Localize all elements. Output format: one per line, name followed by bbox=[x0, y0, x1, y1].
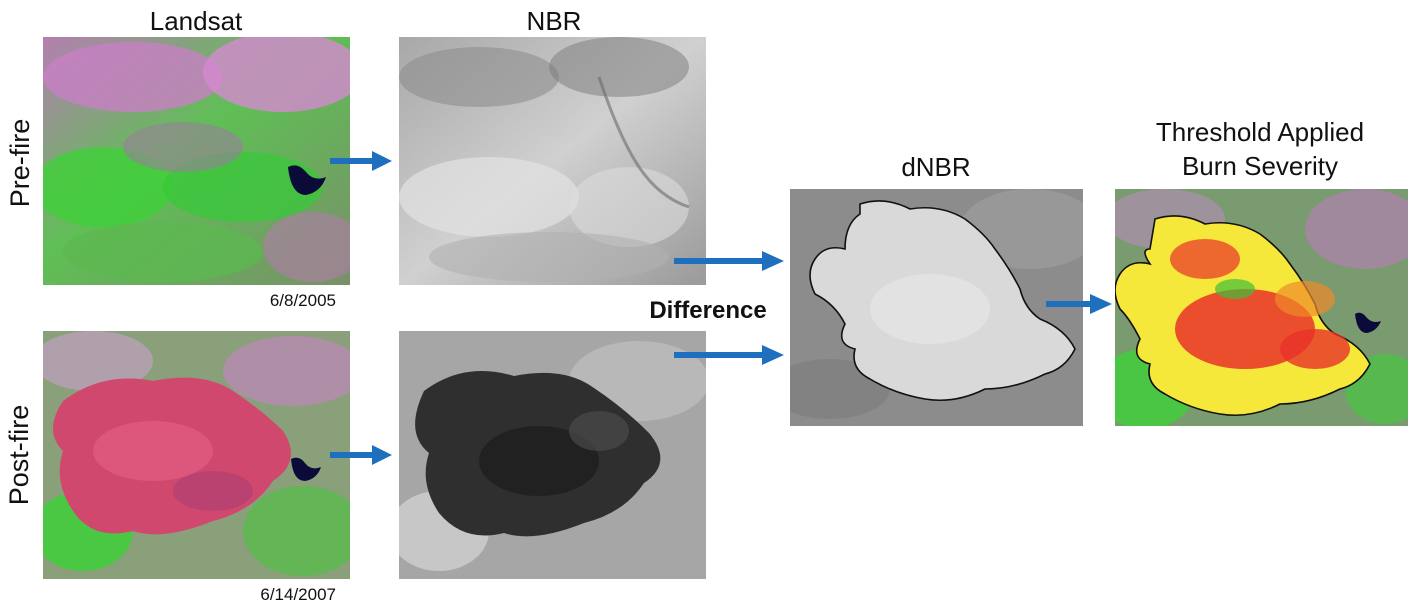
pre-fire-landsat-image bbox=[43, 37, 350, 285]
nbr-column-title: NBR bbox=[526, 6, 582, 36]
dnbr-image bbox=[790, 189, 1083, 426]
dnbr-column-title: dNBR bbox=[901, 152, 971, 182]
pre-fire-nbr-image bbox=[399, 37, 706, 285]
post-fire-row-label: Post-fire bbox=[4, 404, 34, 506]
difference-label: Difference bbox=[649, 297, 767, 324]
arrow-pre-landsat-to-nbr bbox=[330, 151, 392, 171]
pre-fire-row-label: Pre-fire bbox=[5, 118, 35, 208]
post-fire-date: 6/14/2007 bbox=[260, 585, 336, 604]
threshold-title-line2: Burn Severity bbox=[1181, 151, 1339, 181]
post-fire-nbr-image bbox=[399, 331, 706, 579]
arrow-pre-nbr-to-dnbr bbox=[674, 251, 784, 271]
burn-severity-image bbox=[1115, 189, 1408, 426]
arrow-post-landsat-to-nbr bbox=[330, 445, 392, 465]
arrow-post-nbr-to-dnbr bbox=[674, 345, 784, 365]
arrow-dnbr-to-burn-severity bbox=[1046, 294, 1112, 314]
pre-fire-date: 6/8/2005 bbox=[269, 291, 336, 310]
landsat-column-title: Landsat bbox=[149, 6, 243, 36]
threshold-title-line1: Threshold Applied bbox=[1155, 117, 1365, 147]
post-fire-landsat-image bbox=[43, 331, 350, 579]
